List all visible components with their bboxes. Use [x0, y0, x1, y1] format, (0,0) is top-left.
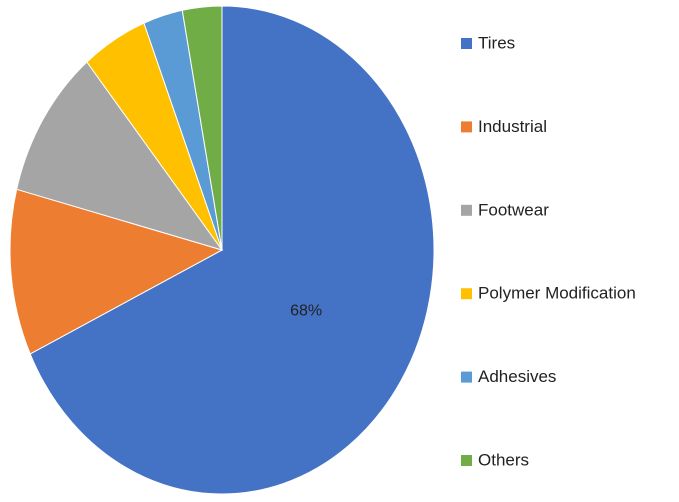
pie-slice	[16, 61, 224, 251]
legend-label: Tires	[478, 33, 515, 52]
legend-label: Footwear	[478, 200, 549, 219]
legend-label: Industrial	[478, 117, 547, 136]
legend-swatch	[461, 455, 472, 466]
legend-label: Adhesives	[478, 367, 556, 386]
legend-swatch	[461, 121, 472, 133]
pie-slice	[29, 5, 435, 495]
legend-label: Others	[478, 450, 529, 469]
legend-swatch	[461, 288, 472, 300]
legend-swatch	[461, 371, 472, 383]
legend-swatch	[461, 204, 472, 216]
pie-slice	[9, 188, 224, 355]
legend-swatch	[461, 38, 472, 49]
pie-slice	[181, 5, 223, 251]
slice-label: 68%	[290, 303, 322, 320]
legend-label: Polymer Modification	[478, 284, 636, 303]
